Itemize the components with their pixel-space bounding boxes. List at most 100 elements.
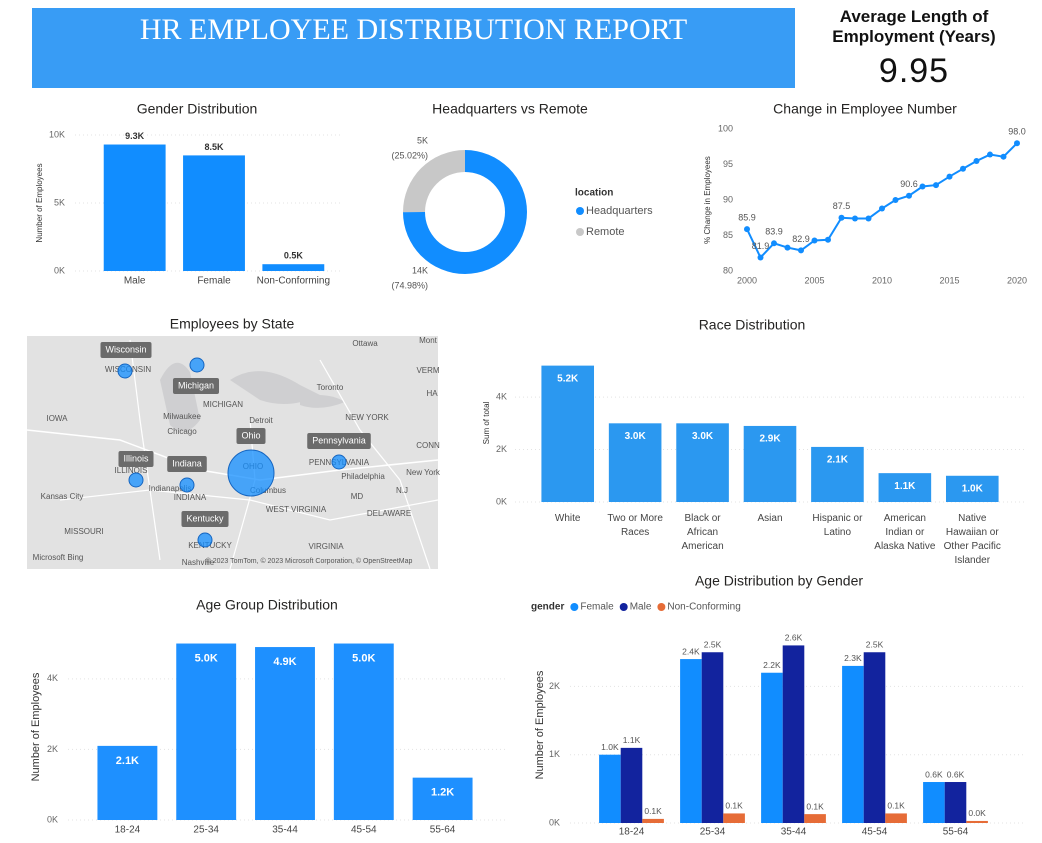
kpi-card: Average Length of Employment (Years) 9.9… [815, 7, 1013, 95]
data-label: 1.0K [601, 742, 619, 752]
marker [811, 237, 818, 244]
bar [878, 473, 932, 502]
y-tick-label: 95 [723, 159, 733, 169]
label-line: Alaska Native [874, 541, 936, 552]
x-tick-label: 35-44 [781, 827, 807, 838]
data-label: 1.1K [894, 481, 916, 492]
y-axis-label: Sum of total [482, 401, 491, 444]
state-label-box [172, 378, 220, 394]
label-line: Islander [954, 555, 990, 566]
bubble [179, 477, 195, 493]
map-label: CONN [416, 441, 440, 450]
y-tick-label: 90 [723, 194, 733, 204]
kpi-label: Average Length of Employment (Years) [832, 7, 996, 46]
chart-title: Age Group Distribution [196, 597, 338, 613]
marker [1014, 140, 1020, 147]
marker [744, 226, 750, 233]
bar [723, 813, 745, 823]
map-label: VIRGINIA [308, 542, 344, 551]
lake [300, 394, 345, 408]
donut-segment [403, 150, 465, 213]
marker [771, 240, 777, 247]
bar [842, 665, 864, 823]
state-label: Kentucky [186, 513, 224, 523]
marker [757, 254, 764, 261]
percent-label: (25.02%) [391, 150, 428, 160]
legend-swatch [576, 207, 584, 215]
y-axis-label: Number of Employees [534, 670, 546, 779]
chart-title: Age Distribution by Gender [695, 573, 863, 589]
x-tick-label: Non-Conforming [257, 276, 330, 287]
report-title: HR EMPLOYEE DISTRIBUTION REPORT [139, 13, 688, 46]
label-line: White [555, 513, 581, 524]
chart-title: Employees by State [170, 316, 295, 332]
marker [838, 214, 845, 221]
bubble [227, 449, 275, 497]
data-label: 3.0K [625, 431, 647, 442]
data-label: 1.0K [962, 483, 984, 494]
x-tick-label: 55-64 [943, 827, 969, 838]
data-label: 0.0K [968, 808, 986, 818]
bar [761, 672, 783, 823]
state-label: Pennsylvania [312, 435, 366, 445]
legend-swatch [619, 603, 628, 611]
state-label: Michigan [178, 380, 214, 390]
data-label: 0.1K [644, 806, 662, 816]
map-label: Indianapolis [149, 484, 192, 493]
bar [782, 645, 805, 823]
map-label: Nashville [182, 558, 215, 567]
x-tick-label: Native Hawaiian or Other Pacific Islander [944, 513, 1001, 566]
map-label: ILLINOIS [115, 466, 148, 475]
x-tick-label: 2020 [1007, 275, 1027, 285]
map-label: Columbus [250, 486, 286, 495]
label-line: Latino [824, 527, 852, 538]
x-tick-label: 45-54 [862, 827, 888, 838]
bar [103, 144, 166, 271]
x-tick-label: 25-34 [700, 827, 726, 838]
x-tick-label: 18-24 [619, 827, 645, 838]
legend-title: gender [531, 602, 564, 613]
chart-title: Gender Distribution [137, 101, 258, 117]
map-label: New York [406, 468, 441, 477]
map-label: VERM [416, 366, 439, 375]
bar [923, 782, 945, 823]
marker [852, 215, 858, 222]
marker [1000, 153, 1007, 160]
bar [811, 446, 864, 502]
donut-segment [403, 150, 527, 274]
data-label: 0.1K [725, 801, 743, 811]
legend-swatch [576, 228, 584, 236]
report-banner: HR EMPLOYEE DISTRIBUTION REPORT [32, 8, 795, 88]
y-tick-label: 85 [723, 230, 733, 240]
marker [906, 192, 912, 199]
x-tick-label: 45-54 [351, 825, 377, 836]
map-land [27, 336, 438, 569]
x-tick-label: Two or More Races [607, 513, 663, 538]
bar [701, 652, 724, 823]
data-label: 81.9 [752, 241, 770, 251]
map-label: KENTUCKY [188, 541, 232, 550]
data-label: 2.3K [844, 653, 862, 663]
bar [262, 264, 325, 271]
road [319, 359, 431, 570]
x-tick-label: 35-44 [272, 825, 298, 836]
data-label: 0.6K [947, 769, 965, 779]
legend-label: Headquarters [586, 205, 653, 217]
state-label-box [118, 451, 154, 467]
legend-swatch [657, 603, 666, 611]
bar [541, 365, 595, 502]
map-label: HA [426, 389, 438, 398]
state-label: Indiana [172, 458, 202, 468]
map-label: IOWA [46, 414, 68, 423]
chart-title: Headquarters vs Remote [432, 101, 588, 117]
legend-label: Remote [586, 226, 625, 238]
label-line: African [687, 527, 718, 538]
legend-title: location [575, 188, 613, 199]
x-tick-label: American Indian or Alaska Native [874, 513, 936, 552]
y-axis-label: % Change in Employees [703, 156, 712, 244]
data-label: 0.1K [887, 801, 905, 811]
data-label: 0.5K [284, 251, 304, 261]
label-line: Other Pacific [944, 541, 1001, 552]
label-line: Two or More [607, 513, 663, 524]
marker [879, 205, 885, 212]
